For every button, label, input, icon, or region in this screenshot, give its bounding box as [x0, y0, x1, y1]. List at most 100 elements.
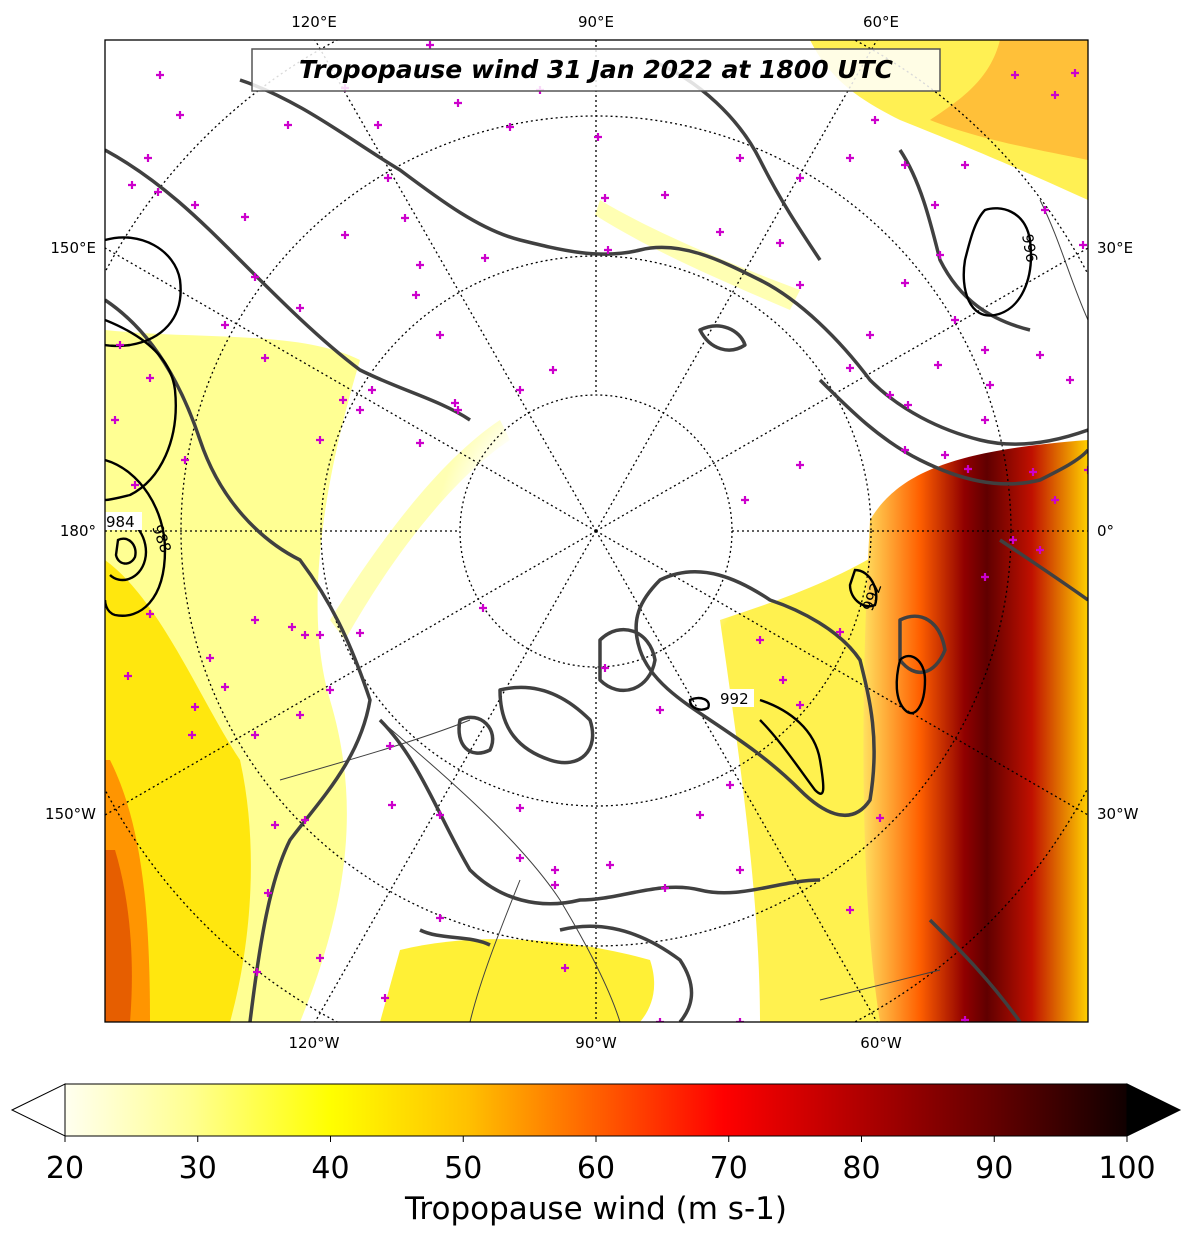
station-marker [549, 366, 557, 374]
contour-label-996: 996 [1018, 233, 1041, 264]
station-marker [176, 111, 184, 119]
station-marker [131, 481, 139, 489]
station-marker [796, 174, 804, 182]
lon-label-150w: 150°W [45, 805, 96, 823]
map-panel: 984 988 992 992 996 [105, 40, 1088, 1022]
lon-label-90e: 90°E [578, 13, 614, 31]
station-marker [288, 623, 296, 631]
station-marker [116, 341, 124, 349]
station-marker [1051, 496, 1059, 504]
station-marker [188, 731, 196, 739]
lon-label-120e: 120°E [291, 13, 337, 31]
station-marker [661, 191, 669, 199]
lon-label-90w: 90°W [575, 1034, 617, 1052]
station-marker [111, 416, 119, 424]
station-marker [886, 391, 894, 399]
station-marker [316, 436, 324, 444]
station-marker [156, 71, 164, 79]
lon-label-60w: 60°W [860, 1034, 902, 1052]
station-marker [516, 386, 524, 394]
station-marker [934, 361, 942, 369]
colorbar-tick-label: 50 [444, 1151, 482, 1186]
station-marker [961, 161, 969, 169]
station-marker [416, 439, 424, 447]
station-marker [356, 629, 364, 637]
lon-label-60e: 60°E [863, 13, 899, 31]
colorbar-gradient [64, 1083, 1128, 1137]
station-marker [551, 881, 559, 889]
station-marker [931, 201, 939, 209]
contours [105, 207, 1033, 795]
colorbar-tick-label: 30 [179, 1151, 217, 1186]
map-title: Tropopause wind 31 Jan 2022 at 1800 UTC [299, 55, 894, 84]
station-marker [341, 231, 349, 239]
station-marker [726, 781, 734, 789]
station-marker [661, 884, 669, 892]
station-marker [506, 123, 514, 131]
station-marker [901, 161, 909, 169]
station-marker [1036, 546, 1044, 554]
station-marker [736, 1018, 744, 1022]
station-marker [1011, 71, 1019, 79]
station-marker [221, 321, 229, 329]
station-marker [1079, 241, 1087, 249]
station-marker [656, 1018, 664, 1022]
station-marker [951, 316, 959, 324]
colorbar: 20 30 40 50 60 70 80 90 100 Tropopause wind (m s… [10, 1083, 1182, 1227]
station-marker [776, 239, 784, 247]
station-marker [604, 246, 612, 254]
station-marker [866, 331, 874, 339]
station-marker [779, 676, 787, 684]
station-marker [1036, 351, 1044, 359]
lon-label-150e: 150°E [50, 239, 96, 257]
station-marker [1084, 466, 1088, 474]
station-marker [416, 261, 424, 269]
station-marker [1066, 376, 1074, 384]
station-marker [412, 291, 420, 299]
station-marker [251, 273, 259, 281]
station-marker [981, 346, 989, 354]
station-marker [901, 279, 909, 287]
station-marker [296, 711, 304, 719]
station-marker [454, 99, 462, 107]
station-marker [796, 701, 804, 709]
station-marker [339, 396, 347, 404]
station-marker [206, 654, 214, 662]
station-marker [146, 374, 154, 382]
contour-label-984: 984 [106, 513, 135, 531]
station-marker [964, 465, 972, 473]
borders [279, 199, 1088, 1022]
colorbar-tick-label: 100 [1098, 1151, 1155, 1186]
station-marker [1051, 91, 1059, 99]
contour-label-992-a: 992 [720, 690, 749, 708]
station-marker [253, 968, 261, 976]
station-marker [426, 41, 434, 49]
colorbar-tick-label: 20 [46, 1151, 84, 1186]
station-marker [154, 188, 162, 196]
station-marker [301, 816, 309, 824]
station-marker [271, 821, 279, 829]
station-marker [221, 683, 229, 691]
station-marker [516, 854, 524, 862]
station-marker [356, 406, 364, 414]
station-marker [696, 811, 704, 819]
station-marker [716, 228, 724, 236]
colorbar-tick-label: 90 [975, 1151, 1013, 1186]
station-marker [381, 994, 389, 1002]
station-marker [479, 604, 487, 612]
station-marker [594, 133, 602, 141]
longitude-labels: 120°E 90°E 60°E 120°W 90°W 60°W 150°E 18… [45, 13, 1139, 1052]
station-marker [516, 804, 524, 812]
station-marker [904, 401, 912, 409]
station-marker [368, 386, 376, 394]
colorbar-tick-label: 80 [842, 1151, 880, 1186]
colorbar-extend-max [1126, 1083, 1182, 1137]
station-marker [846, 154, 854, 162]
graticule [105, 40, 1088, 1022]
station-marker [1041, 206, 1049, 214]
station-marker [551, 866, 559, 874]
station-marker [146, 610, 154, 618]
station-marker [284, 121, 292, 129]
station-marker [436, 331, 444, 339]
station-marker [144, 154, 152, 162]
